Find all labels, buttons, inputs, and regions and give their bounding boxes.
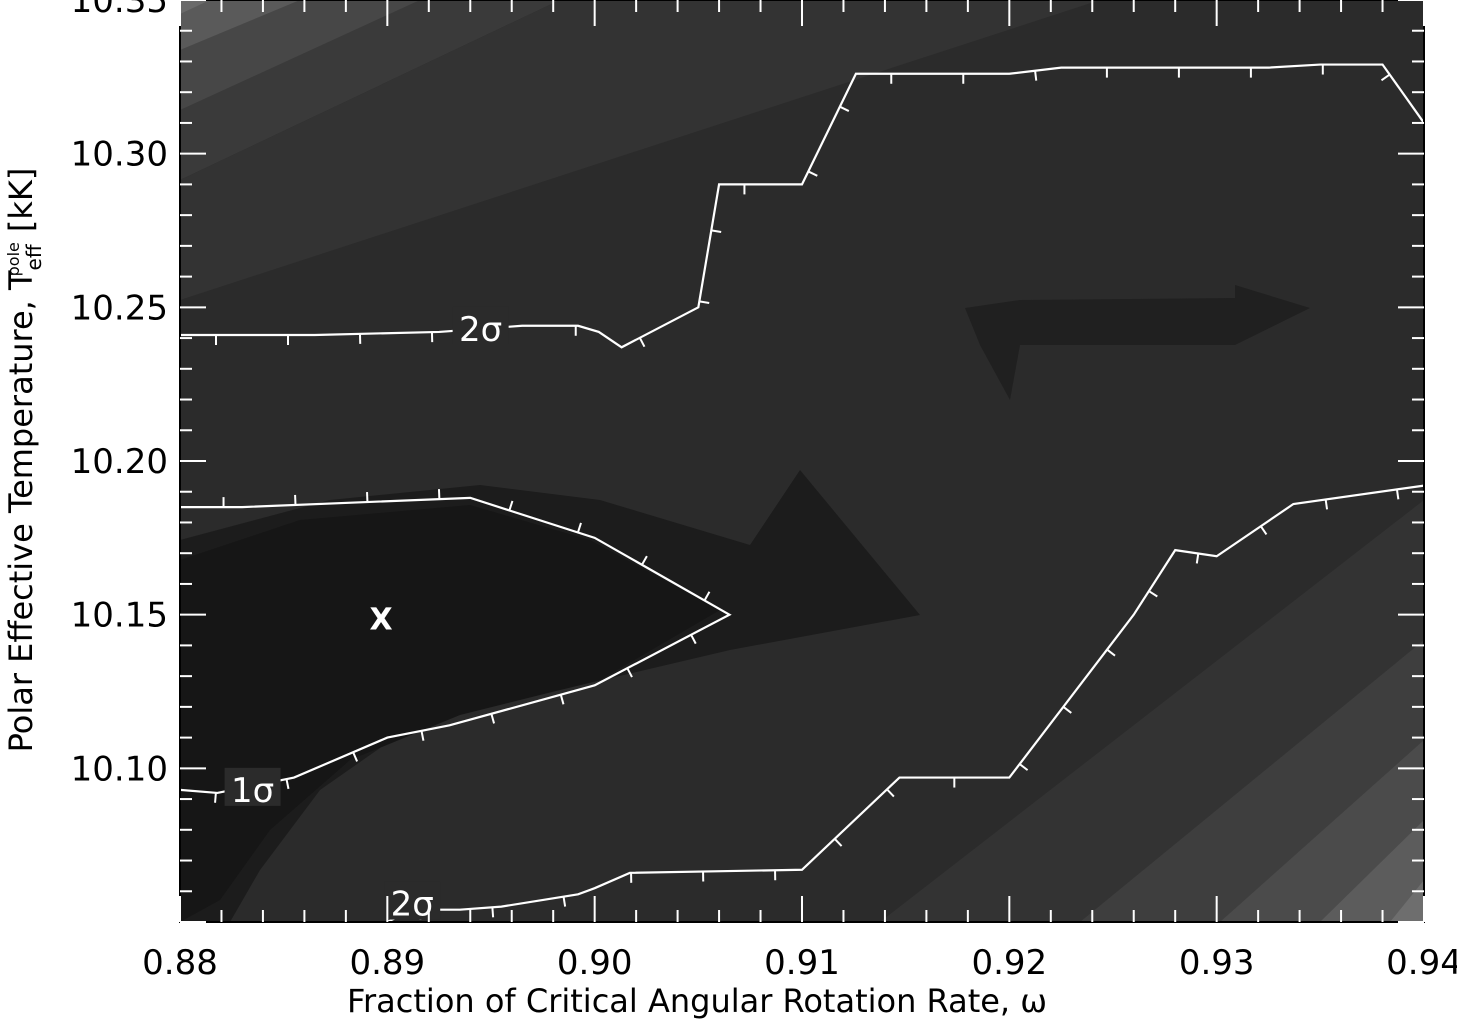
svg-text:Polar Effective Temperature, T: Polar Effective Temperature, Teffpole [kK… — [2, 168, 46, 753]
x-tick-label: 0.94 — [1386, 943, 1457, 983]
x-axis-title: Fraction of Critical Angular Rotation Ra… — [347, 982, 1047, 1020]
x-tick-label: 0.92 — [971, 943, 1047, 983]
contour-label-group: 2σ — [384, 882, 440, 925]
x-tick-labels: 0.88 0.89 0.90 0.91 0.92 0.93 0.94 — [142, 943, 1457, 983]
y-axis-title-sub: eff — [22, 243, 46, 270]
y-axis-title-unit: [kK] — [2, 168, 40, 232]
contour-hatch — [1397, 489, 1398, 499]
best-fit-marker-layer: X — [370, 603, 393, 638]
best-fit-marker: X — [370, 603, 393, 638]
x-tick-label: 0.90 — [557, 943, 633, 983]
x-tick-label: 0.89 — [349, 943, 425, 983]
y-tick-labels: 10.10 10.15 10.20 10.25 10.30 10.35 — [71, 0, 168, 789]
contour-label-group: 1σ — [225, 768, 281, 811]
y-tick-label: 10.20 — [71, 442, 168, 482]
contour-label-group: 2σ — [453, 307, 509, 350]
contour-label: 1σ — [231, 771, 274, 811]
y-axis-title-sup: pole — [4, 242, 23, 276]
x-tick-label: 0.91 — [764, 943, 840, 983]
y-axis-title: Polar Effective Temperature, Teffpole [kK… — [2, 168, 46, 753]
contour-fill-background — [180, 0, 1424, 922]
contour-hatch — [1326, 499, 1327, 509]
contour-label: 2σ — [459, 310, 502, 350]
y-tick-label: 10.10 — [71, 749, 168, 789]
x-tick-label: 0.93 — [1179, 943, 1255, 983]
y-tick-label: 10.35 — [71, 0, 168, 21]
y-axis-title-main: Polar Effective Temperature, T — [2, 270, 40, 752]
x-tick-label: 0.88 — [142, 943, 218, 983]
y-tick-label: 10.25 — [71, 288, 168, 328]
contour-hatch — [492, 907, 493, 917]
contour-hatch — [215, 793, 216, 803]
contour-label: 2σ — [391, 885, 434, 925]
contour-hatch — [1035, 71, 1036, 81]
y-tick-label: 10.15 — [71, 596, 168, 636]
y-tick-label: 10.30 — [71, 135, 168, 175]
